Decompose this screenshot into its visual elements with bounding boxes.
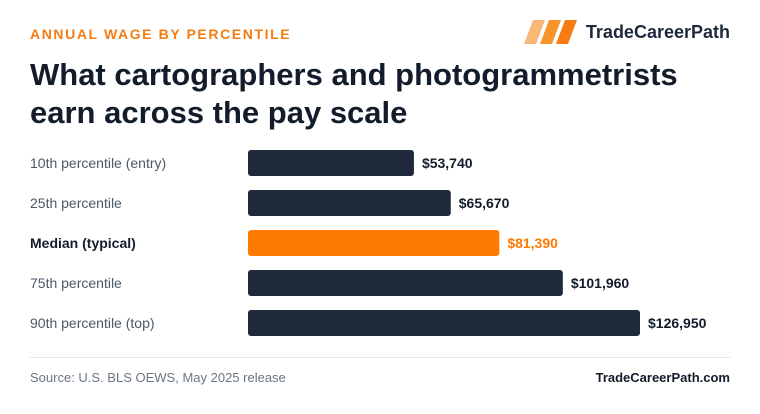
- category-label-90th-percentile-top: 90th percentile (top): [30, 315, 155, 331]
- page-title: What cartographers and photogrammetrists…: [30, 57, 678, 130]
- value-label-median-typical: $81,390: [507, 235, 558, 251]
- divider: [30, 357, 730, 358]
- bar-median-typical: [248, 230, 500, 256]
- footer-brand-url: TradeCareerPath.com: [595, 370, 730, 385]
- bar-90th-percentile-top: [248, 310, 640, 336]
- source-note: Source: U.S. BLS OEWS, May 2025 release: [30, 370, 286, 385]
- value-label-75th-percentile: $101,960: [571, 275, 630, 291]
- bar-10th-percentile-entry: [248, 150, 414, 176]
- striped-parallelogram-logo-icon: [523, 20, 577, 44]
- category-label-75th-percentile: 75th percentile: [30, 275, 122, 291]
- value-label-25th-percentile: $65,670: [459, 195, 510, 211]
- bar-75th-percentile: [248, 270, 563, 296]
- category-label-10th-percentile-entry: 10th percentile (entry): [30, 155, 166, 171]
- value-label-90th-percentile-top: $126,950: [648, 315, 707, 331]
- wage-bar-chart: 10th percentile (entry) $53,740 25th perce…: [30, 150, 707, 336]
- category-label-25th-percentile: 25th percentile: [30, 195, 122, 211]
- brand-name: TradeCareerPath: [585, 21, 730, 42]
- category-label-median-typical: Median (typical): [30, 235, 136, 251]
- bar-25th-percentile: [248, 190, 451, 216]
- value-label-10th-percentile-entry: $53,740: [422, 155, 473, 171]
- eyebrow-label: ANNUAL WAGE BY PERCENTILE: [30, 26, 292, 42]
- brand: TradeCareerPath: [523, 20, 730, 44]
